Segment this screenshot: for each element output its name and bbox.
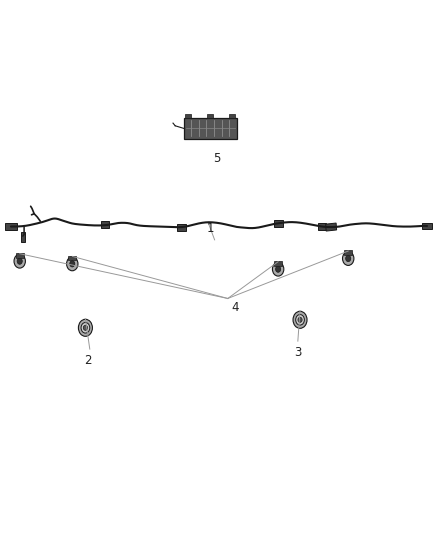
Bar xyxy=(5,223,17,230)
Circle shape xyxy=(17,258,22,264)
Bar xyxy=(16,253,24,258)
Text: 1: 1 xyxy=(206,222,214,235)
Circle shape xyxy=(343,252,354,265)
Circle shape xyxy=(296,314,304,325)
Circle shape xyxy=(276,266,281,272)
Circle shape xyxy=(346,255,351,262)
Bar xyxy=(274,220,283,227)
Text: 2: 2 xyxy=(84,354,92,367)
Bar xyxy=(422,223,432,229)
Circle shape xyxy=(83,325,88,330)
Bar xyxy=(207,114,213,118)
Bar xyxy=(229,114,235,118)
Bar xyxy=(344,250,352,255)
Bar xyxy=(318,223,326,230)
Bar xyxy=(185,114,191,118)
Circle shape xyxy=(78,319,92,336)
Bar xyxy=(177,223,186,230)
Circle shape xyxy=(70,261,75,267)
Circle shape xyxy=(298,317,302,322)
Circle shape xyxy=(14,254,25,268)
Bar xyxy=(68,255,76,261)
Circle shape xyxy=(67,257,78,271)
Bar xyxy=(274,261,282,266)
Bar xyxy=(184,118,237,139)
Circle shape xyxy=(293,311,307,328)
Text: 4: 4 xyxy=(231,301,239,314)
Bar xyxy=(101,221,110,228)
Text: 5: 5 xyxy=(213,152,220,165)
Bar xyxy=(325,223,337,231)
Text: 3: 3 xyxy=(294,346,301,359)
Circle shape xyxy=(81,322,90,333)
Bar xyxy=(21,232,25,242)
Circle shape xyxy=(272,262,284,276)
